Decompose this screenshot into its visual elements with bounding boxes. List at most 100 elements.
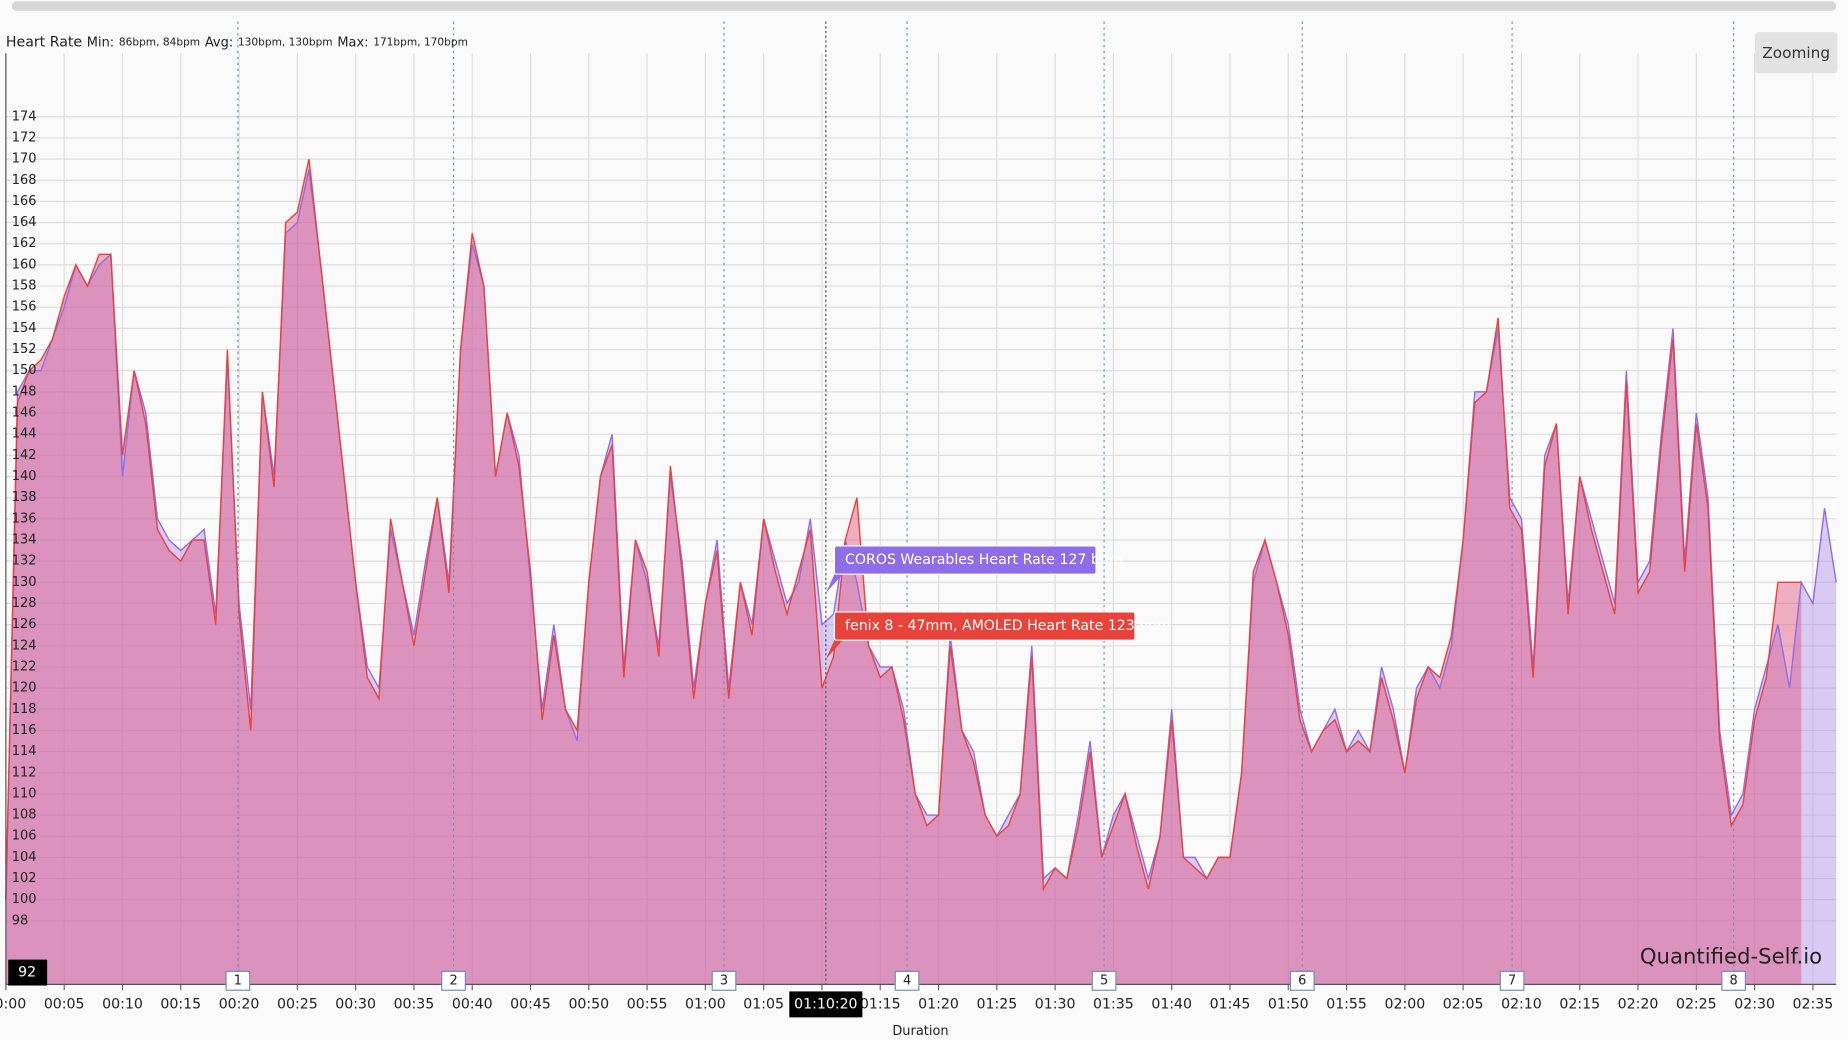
y-tick-label: 142 <box>12 448 37 463</box>
y-tick-label: 104 <box>12 850 37 865</box>
zoom-button-label[interactable]: Zooming <box>1762 44 1830 62</box>
lap-box <box>1091 970 1117 991</box>
x-tick-label: 00:20 <box>219 996 260 1012</box>
lap-label: 1 <box>234 973 242 988</box>
x-tick-label: 02:20 <box>1618 996 1659 1012</box>
x-tick-label: 00:45 <box>510 996 551 1012</box>
y-tick-label: 152 <box>12 342 37 357</box>
x-tick-label: 00:40 <box>452 996 493 1012</box>
x-tick-label: 01:45 <box>1210 996 1251 1012</box>
line <box>5 158 1802 900</box>
y-tick-label: 102 <box>12 871 37 886</box>
x-tick-label: 02:30 <box>1734 996 1775 1012</box>
x-tick-label: 00:10 <box>102 996 143 1012</box>
y-tick-label: 172 <box>12 130 37 145</box>
line <box>5 169 1837 900</box>
lap-box <box>711 970 737 991</box>
avg-label: Avg: <box>205 35 233 50</box>
x-tick-label: 01:30 <box>1035 996 1076 1012</box>
y-tick-label: 108 <box>12 808 37 823</box>
y-tick-label: 122 <box>12 659 37 674</box>
x-tick-label: 00:30 <box>335 996 376 1012</box>
x-tick-label: 02:00 <box>1385 996 1426 1012</box>
x-tick-label: 02:10 <box>1501 996 1542 1012</box>
tooltip-box <box>833 545 1097 575</box>
y-tick-label: 138 <box>12 490 37 505</box>
x-tick-label: 01:35 <box>1093 996 1134 1012</box>
x-tick-label: 01:25 <box>976 996 1017 1012</box>
zoom-button[interactable] <box>1754 32 1838 74</box>
crosshair-x-label: 01:10:20 <box>794 996 857 1012</box>
plot: 00:00 00:05 00:10 00:15 00:20 00:25 00:30 00:35… <box>0 21 1837 1018</box>
x-tick-label: 01:00 <box>685 996 726 1012</box>
y-tick-label: 140 <box>12 469 37 484</box>
x-tick-label: 00:55 <box>627 996 668 1012</box>
y-tick-label: 154 <box>12 321 37 336</box>
x-tick-label: 01:15 <box>860 996 901 1012</box>
y-tick-label: 126 <box>12 617 37 632</box>
y-tick-label: 130 <box>12 575 37 590</box>
y-tick-label: 132 <box>12 554 37 569</box>
x-tick-label: 02:35 <box>1793 996 1834 1012</box>
x-tick-label: 01:05 <box>743 996 784 1012</box>
y-tick-label: 118 <box>12 702 37 717</box>
area <box>5 169 1837 985</box>
y-tick-label: 112 <box>12 765 37 780</box>
y-tick-label: 170 <box>12 152 37 167</box>
y-tick-label: 100 <box>12 892 37 907</box>
area <box>5 159 1802 985</box>
tooltip-box <box>833 611 1136 641</box>
y-tick-label: 124 <box>12 638 37 653</box>
y-tick-label: 156 <box>12 300 37 315</box>
y-tick-label: 106 <box>12 829 37 844</box>
y-tick-label: 148 <box>12 384 37 399</box>
x-axis-title: Duration <box>892 1024 948 1039</box>
y-tick-label: 158 <box>12 279 37 294</box>
lap-box <box>894 970 920 991</box>
crosshair-x-box <box>789 991 863 1018</box>
chart-title: Heart Rate <box>6 35 82 51</box>
y-tick-label: 116 <box>12 723 37 738</box>
crosshair-y-box <box>8 959 48 986</box>
y-tick-label: 144 <box>12 427 37 442</box>
y-tick-label: 136 <box>12 511 37 526</box>
y-tick-label: 162 <box>12 236 37 251</box>
min-value: 86bpm, 84bpm <box>119 37 200 49</box>
x-tick-label: 00:25 <box>277 996 318 1012</box>
lap-label: 3 <box>720 973 728 988</box>
x-tick-label: 00:00 <box>0 996 26 1012</box>
y-tick-label: 164 <box>12 215 37 230</box>
y-tick-label: 110 <box>12 786 37 801</box>
x-tick-label: 02:15 <box>1559 996 1600 1012</box>
lap-label: 8 <box>1729 973 1737 988</box>
x-tick-label: 00:15 <box>160 996 201 1012</box>
lap-label: 7 <box>1508 973 1516 988</box>
y-tick-label: 166 <box>12 194 37 209</box>
lap-box <box>441 970 466 991</box>
y-tick-label: 168 <box>12 173 37 188</box>
crosshair-y-label: 92 <box>18 965 36 981</box>
y-tick-label: 134 <box>12 532 37 547</box>
x-tick-label: 02:25 <box>1676 996 1717 1012</box>
scrollbar[interactable] <box>11 1 1837 11</box>
y-tick-label: 146 <box>12 406 37 421</box>
tooltip-text: fenix 8 - 47mm, AMOLED Heart Rate 123 bp… <box>845 618 1171 634</box>
x-tick-label: 00:50 <box>568 996 609 1012</box>
chart-header: Heart Rate Min: 86bpm, 84bpm Avg: 130bpm, 13… <box>6 35 468 51</box>
max-value: 171bpm, 170bpm <box>373 37 468 49</box>
avg-value: 130bpm, 130bpm <box>238 37 333 49</box>
lap-label: 4 <box>903 973 911 988</box>
lap-box <box>1721 970 1746 991</box>
x-tick-label: 01:55 <box>1326 996 1367 1012</box>
tooltip-text: COROS Wearables Heart Rate 127 bpm <box>845 552 1123 568</box>
lap-box <box>1289 970 1315 991</box>
x-tick-label: 01:20 <box>918 996 959 1012</box>
x-tick-label: 00:05 <box>44 996 85 1012</box>
y-tick-label: 114 <box>12 744 37 759</box>
x-tick-label: 01:50 <box>1268 996 1309 1012</box>
x-tick-label: 00:35 <box>394 996 435 1012</box>
lap-box <box>1499 970 1525 991</box>
x-tick-label: 02:05 <box>1443 996 1484 1012</box>
